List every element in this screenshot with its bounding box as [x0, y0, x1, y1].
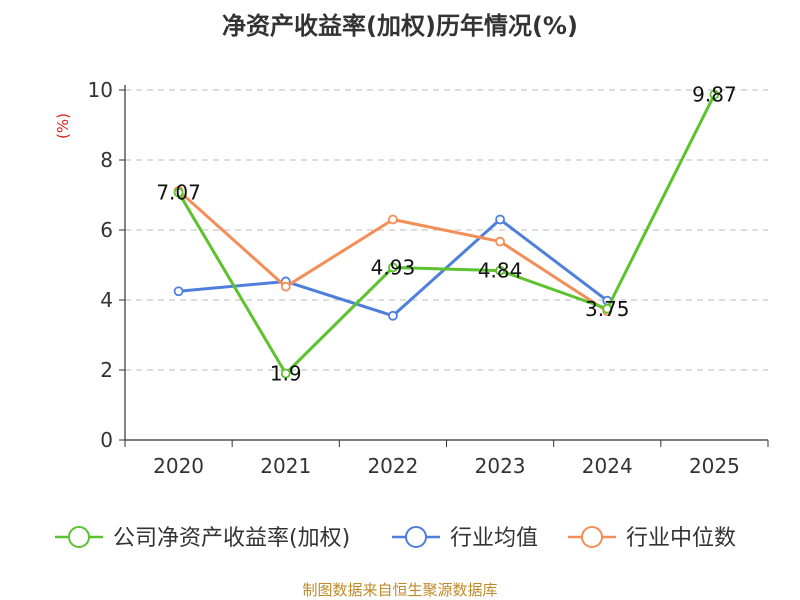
data-point[interactable]	[495, 265, 505, 276]
data-labels: 7.07 1.9 4.93 4.84 3.75 9.87	[156, 83, 736, 386]
legend-item-1[interactable]: 行业均值	[392, 526, 538, 551]
y-tick-label: 6	[100, 218, 113, 242]
data-label: 9.87	[692, 83, 737, 107]
data-point[interactable]	[388, 214, 398, 225]
y-tick-label: 8	[100, 148, 113, 172]
legend-label: 行业中位数	[626, 526, 736, 551]
data-source-note: 制图数据来自恒生聚源数据库	[302, 581, 498, 599]
x-tick-label-2020: 2020	[153, 454, 204, 478]
y-tick-label: 0	[100, 428, 113, 452]
legend-item-2[interactable]: 行业中位数	[568, 526, 736, 551]
x-tick-label-2021: 2021	[260, 454, 311, 478]
data-point[interactable]	[280, 368, 291, 379]
data-label: 4.93	[371, 255, 416, 279]
data-point[interactable]	[173, 286, 184, 297]
chart-title: 净资产收益率(加权)历年情况(%)	[222, 12, 578, 40]
data-point[interactable]	[388, 262, 398, 273]
x-tick-label-2023: 2023	[475, 454, 526, 478]
legend-label: 行业均值	[450, 526, 538, 551]
data-label: 7.07	[156, 181, 201, 205]
x-tick-label-2025: 2025	[689, 454, 740, 478]
y-axis-label: (%)	[54, 113, 72, 139]
series-0	[173, 89, 720, 379]
series-1	[173, 214, 613, 321]
legend-label: 公司净资产收益率(加权)	[113, 526, 350, 551]
data-point[interactable]	[495, 236, 505, 247]
data-label: 4.84	[478, 259, 523, 283]
axes: 0 2 4 6 8 10 2020 2021 2022 2023 2024 2025	[88, 78, 769, 478]
y-tick-label: 4	[100, 288, 113, 312]
data-point[interactable]	[602, 303, 613, 314]
data-point[interactable]	[173, 187, 184, 198]
legend-marker	[581, 526, 603, 548]
legend-item-0[interactable]: 公司净资产收益率(加权)	[55, 526, 350, 551]
series	[173, 89, 720, 379]
data-point[interactable]	[709, 89, 720, 100]
data-label: 1.9	[270, 362, 302, 386]
data-label: 3.75	[585, 297, 630, 321]
legend: 公司净资产收益率(加权) 行业均值 行业中位数	[55, 526, 736, 551]
legend-marker	[405, 526, 427, 548]
x-tick-label-2024: 2024	[582, 454, 633, 478]
legend-marker	[68, 526, 90, 548]
y-tick-label: 10	[88, 78, 113, 102]
y-tick-label: 2	[100, 358, 113, 382]
x-tick-label-2022: 2022	[367, 454, 418, 478]
data-point[interactable]	[280, 281, 291, 292]
data-point[interactable]	[388, 310, 398, 321]
data-point[interactable]	[495, 214, 505, 225]
series-line	[177, 93, 716, 375]
